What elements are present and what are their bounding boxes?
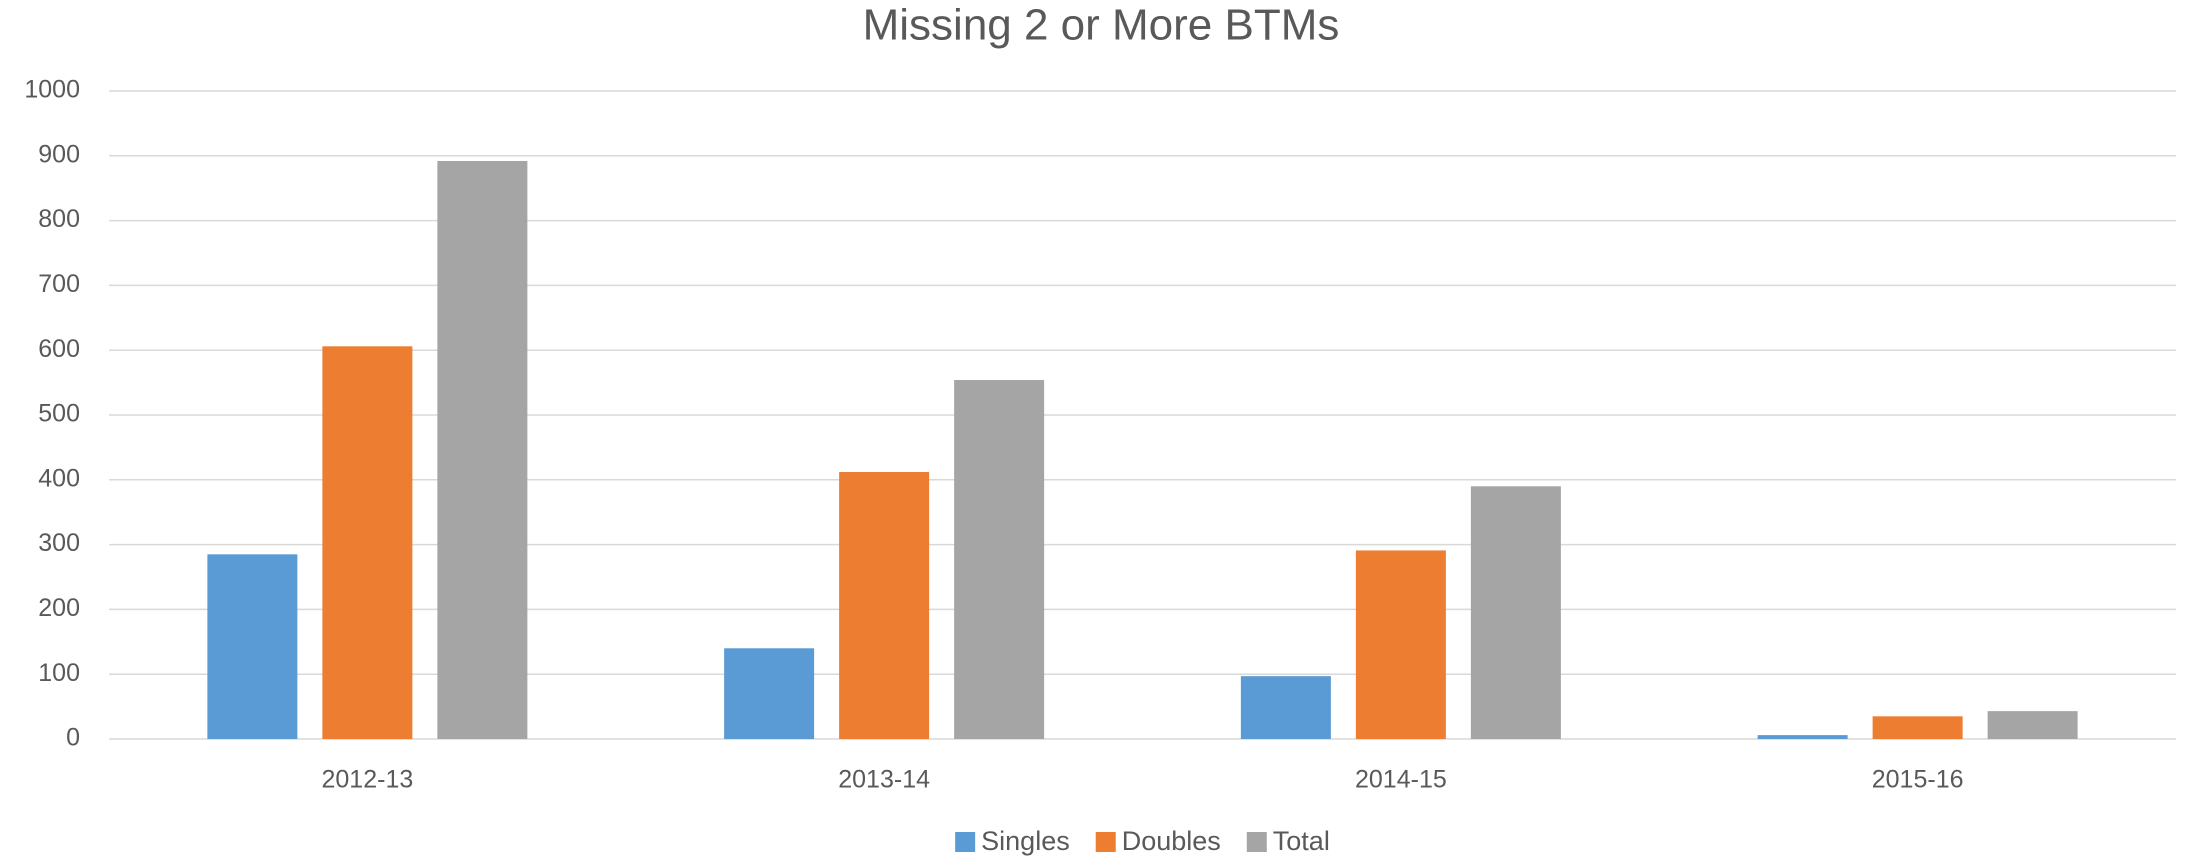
y-tick-label: 600 — [38, 335, 80, 363]
y-tick-label: 200 — [38, 594, 80, 622]
y-tick-label: 400 — [38, 464, 80, 492]
legend-swatch — [1095, 832, 1116, 852]
y-tick-label: 800 — [38, 205, 80, 233]
y-tick-label: 1000 — [24, 76, 80, 104]
y-tick-label: 0 — [66, 724, 80, 752]
bar — [954, 380, 1045, 739]
y-tick-label: 500 — [38, 400, 80, 428]
x-tick-label: 2015-16 — [1872, 766, 1964, 794]
legend-swatch — [1246, 832, 1267, 852]
bar — [322, 346, 413, 739]
x-tick-label: 2012-13 — [322, 766, 414, 794]
bar — [1240, 676, 1331, 739]
bar — [1987, 711, 2078, 739]
bar — [1470, 486, 1561, 739]
y-tick-label: 300 — [38, 529, 80, 557]
bar — [437, 160, 528, 739]
bar — [1872, 716, 1963, 739]
bar — [1757, 735, 1848, 739]
x-tick-label: 2014-15 — [1355, 766, 1447, 794]
legend-label: Doubles — [1122, 826, 1221, 856]
y-tick-label: 900 — [38, 140, 80, 168]
y-tick-label: 700 — [38, 270, 80, 298]
bar — [207, 554, 298, 739]
legend-label: Total — [1273, 826, 1330, 856]
legend-label: Singles — [981, 826, 1070, 856]
x-tick-label: 2013-14 — [838, 766, 930, 794]
legend-swatch — [955, 832, 976, 852]
chart-title: Missing 2 or More BTMs — [863, 1, 1340, 50]
y-tick-label: 100 — [38, 659, 80, 687]
bar — [1355, 550, 1446, 739]
bar — [724, 648, 815, 739]
bar — [839, 472, 930, 739]
